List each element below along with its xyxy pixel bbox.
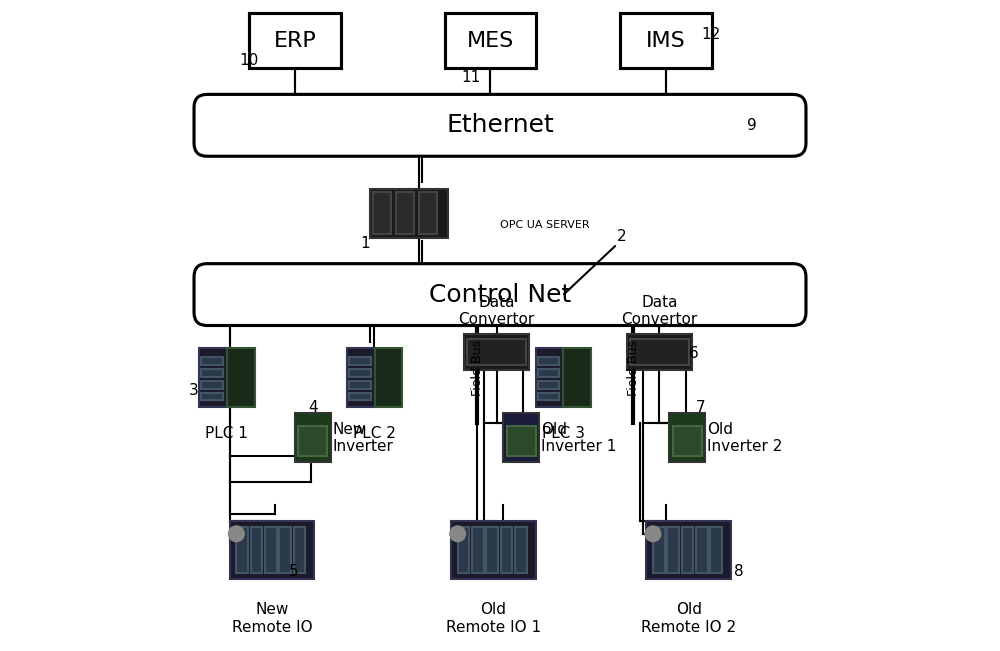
Text: 6: 6 [689,346,699,361]
Bar [630,339,689,365]
FancyBboxPatch shape [249,13,341,68]
Bar [201,381,223,389]
Bar [419,192,437,234]
Text: 1: 1 [360,236,370,251]
Circle shape [450,526,465,542]
Bar [201,369,223,377]
Bar [646,521,731,579]
Bar [538,369,559,377]
Bar [507,426,536,456]
FancyBboxPatch shape [620,13,712,68]
Text: Old
Remote IO 2: Old Remote IO 2 [641,602,736,635]
Text: Old
Remote IO 1: Old Remote IO 1 [446,602,541,635]
Text: OPC UA SERVER: OPC UA SERVER [500,219,590,230]
Bar [396,192,414,234]
Text: 9: 9 [747,118,757,133]
Text: 12: 12 [702,27,721,42]
Text: Ethernet: Ethernet [446,113,554,137]
Text: Data
Convertor: Data Convertor [459,295,535,327]
Bar [201,357,223,365]
Bar [696,527,708,573]
Bar [251,527,262,573]
Bar [201,393,223,400]
Text: 5: 5 [288,564,298,579]
Bar [667,527,679,573]
Bar [467,339,526,365]
Text: MES: MES [467,31,514,51]
Text: Field Bus: Field Bus [627,340,640,396]
Bar [486,527,498,573]
Bar [349,369,371,377]
Bar [295,413,331,462]
Text: 2: 2 [617,229,627,244]
Bar [458,527,469,573]
Circle shape [645,526,661,542]
Bar [503,413,539,462]
Bar [349,393,371,400]
Text: 4: 4 [308,400,318,415]
Bar [501,527,512,573]
Text: Data
Convertor: Data Convertor [621,295,698,327]
Bar [298,426,327,456]
Text: 8: 8 [734,564,744,579]
Bar [627,334,692,370]
Bar [279,527,291,573]
Bar [536,348,563,407]
Text: New
Inverter: New Inverter [332,422,393,454]
Bar [472,527,484,573]
Bar [538,393,559,400]
Text: Old
Inverter 1: Old Inverter 1 [541,422,616,454]
Bar [230,521,314,579]
Bar [294,527,305,573]
Text: PLC 1: PLC 1 [205,426,248,441]
Bar [464,334,529,370]
Text: 7: 7 [695,400,705,415]
FancyBboxPatch shape [194,264,806,326]
Bar [227,348,255,407]
FancyBboxPatch shape [194,94,806,156]
Bar [349,357,371,365]
Bar [538,357,559,365]
Text: Control Net: Control Net [429,283,571,307]
Bar [236,527,248,573]
Circle shape [229,526,244,542]
Bar [375,348,402,407]
Bar [347,348,375,407]
FancyBboxPatch shape [445,13,536,68]
Text: Old
Inverter 2: Old Inverter 2 [707,422,782,454]
Bar [349,381,371,389]
Bar [370,189,448,238]
Bar [373,192,391,234]
Text: 10: 10 [240,53,259,68]
Bar [669,413,705,462]
Text: PLC 2: PLC 2 [353,426,396,441]
Text: IMS: IMS [646,31,686,51]
Bar [515,527,527,573]
Bar [563,348,591,407]
Text: 3: 3 [189,383,199,398]
Bar [673,426,702,456]
Bar [653,527,665,573]
Bar [265,527,277,573]
Text: New
Remote IO: New Remote IO [232,602,312,635]
Text: ERP: ERP [274,31,316,51]
Bar [538,381,559,389]
Text: PLC 3: PLC 3 [542,426,585,441]
Bar [199,348,227,407]
Text: Field Bus: Field Bus [471,340,484,396]
Bar [451,521,536,579]
Bar [682,527,693,573]
Bar [710,527,722,573]
Text: 11: 11 [461,70,480,85]
